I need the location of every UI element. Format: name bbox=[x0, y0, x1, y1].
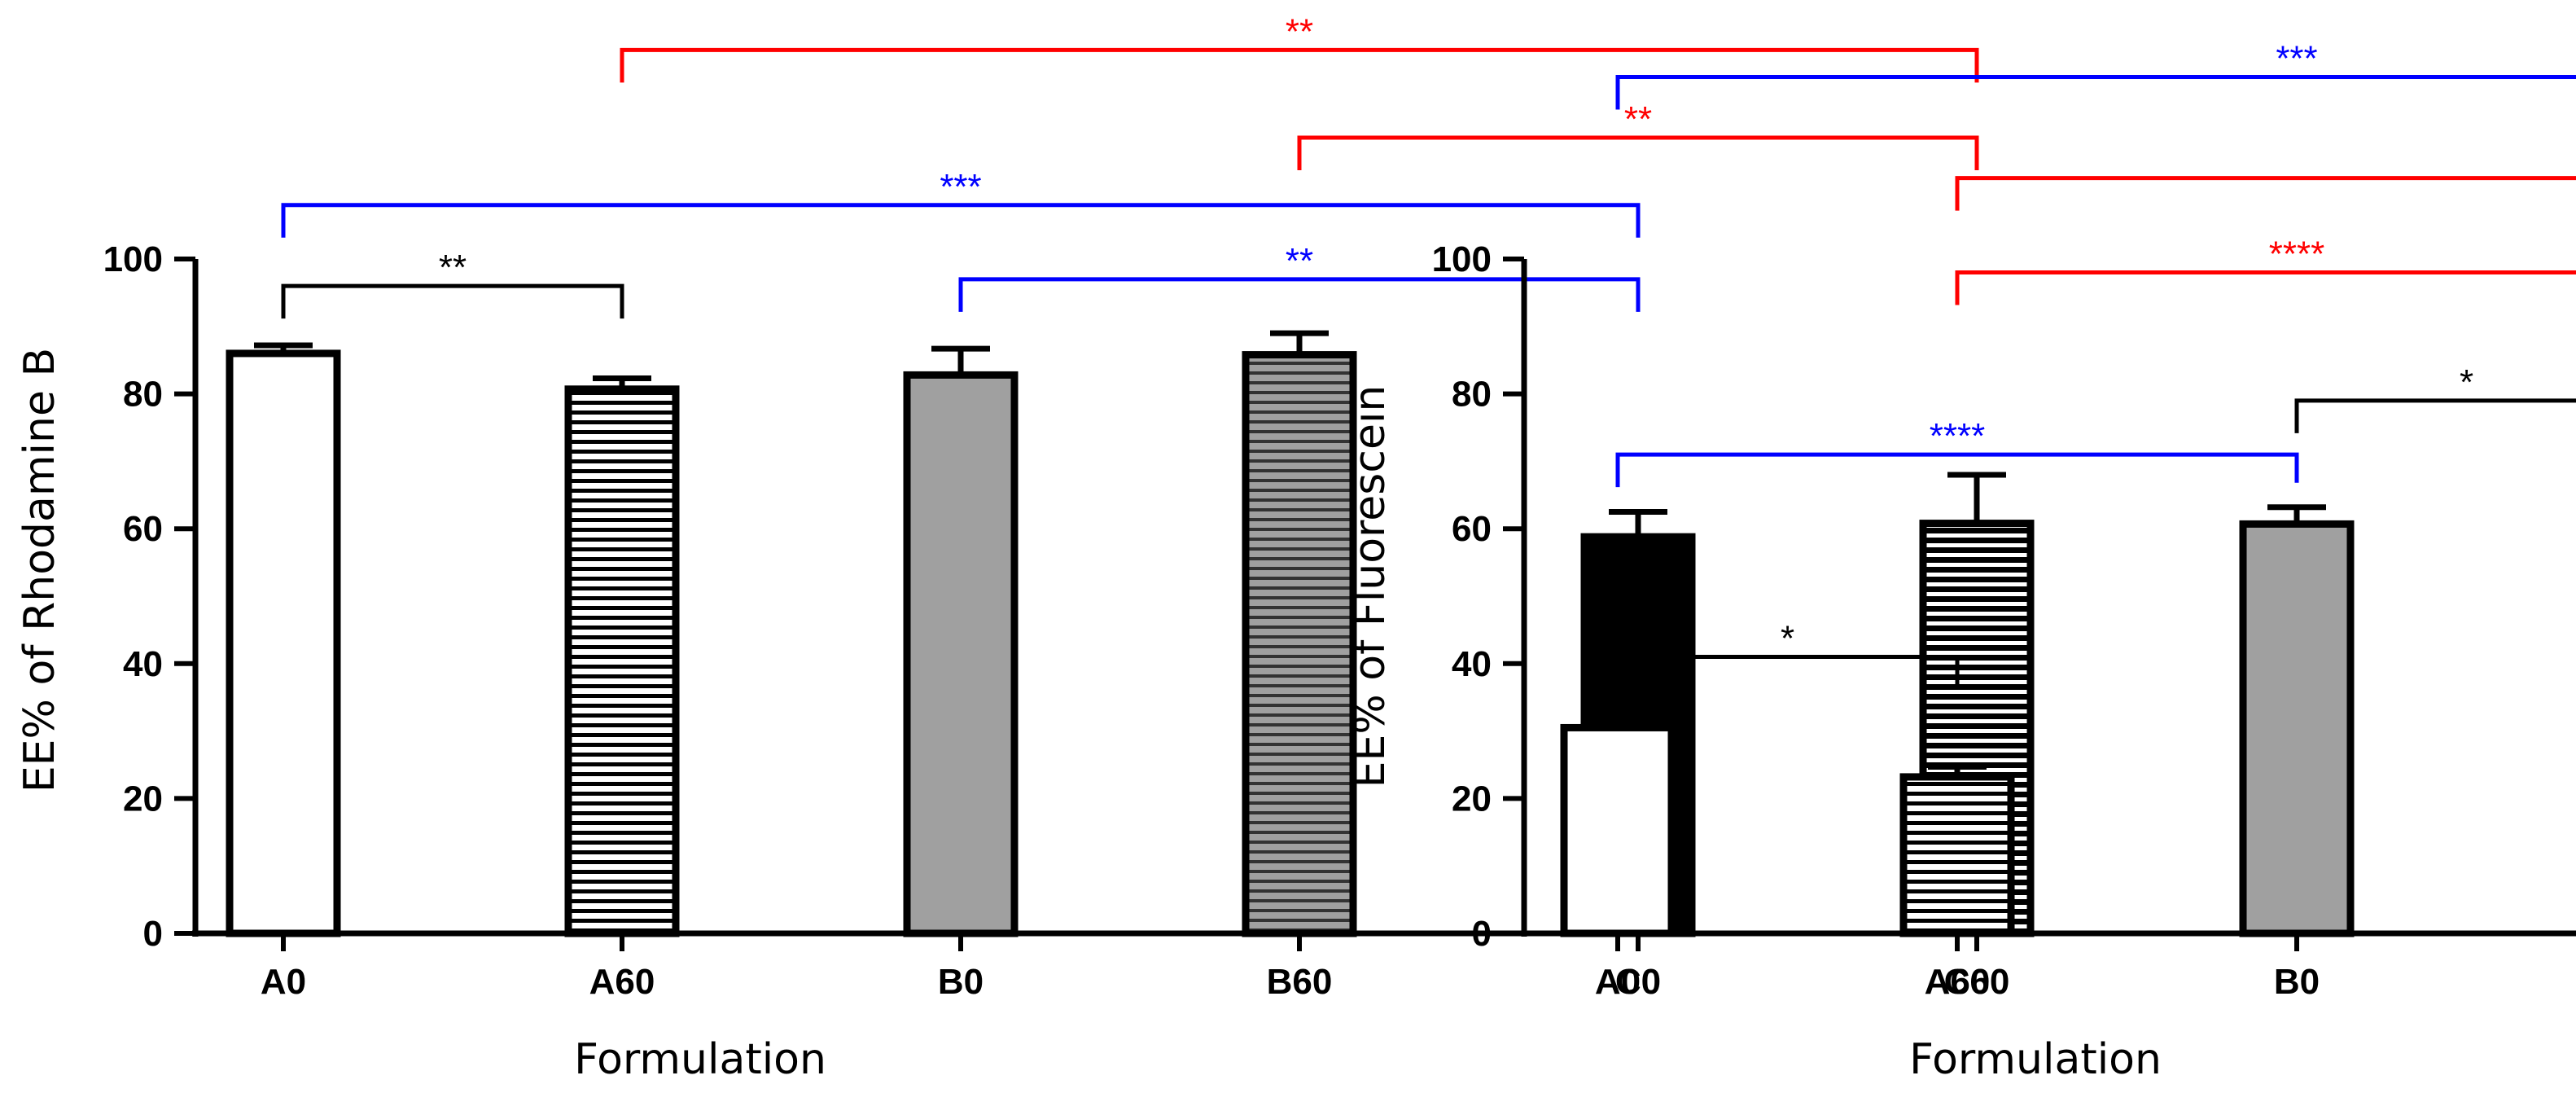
bar-b60 bbox=[1242, 351, 1357, 937]
significance-label: *** bbox=[940, 167, 981, 207]
x-axis-title: Formulation bbox=[1909, 1035, 2162, 1084]
significance-bracket bbox=[1297, 135, 1979, 170]
y-axis-title: EE% of Rhodamine B bbox=[15, 348, 64, 792]
y-tick-label: 60 bbox=[1452, 509, 1492, 549]
significance-bracket bbox=[620, 47, 1979, 83]
x-tick-label-a60: A60 bbox=[589, 962, 655, 1002]
x-tick-label-a0: A0 bbox=[261, 962, 306, 1002]
significance-label: ** bbox=[1286, 11, 1313, 51]
significance-label: * bbox=[1781, 619, 1794, 659]
y-tick-label: 60 bbox=[123, 509, 163, 549]
significance-label: **** bbox=[2269, 235, 2325, 274]
significance-bracket bbox=[1955, 270, 2576, 305]
x-tick-label-b60: B60 bbox=[1267, 962, 1333, 1002]
significance-bracket bbox=[1955, 176, 2576, 211]
rhodamine-chart: EE% of Rhodamine B Formulation 0 20 40 60 80… bbox=[15, 11, 2154, 1084]
significance-bracket bbox=[281, 203, 1641, 238]
x-tick-label-b0: B0 bbox=[2274, 962, 2320, 1002]
x-axis-title: Formulation bbox=[574, 1035, 826, 1084]
y-tick-label: 0 bbox=[143, 914, 163, 954]
bar-a60 bbox=[1899, 773, 2015, 937]
y-tick-label: 20 bbox=[1452, 779, 1492, 819]
y-tick-label: 100 bbox=[1432, 239, 1492, 279]
y-tick-label: 80 bbox=[123, 375, 163, 415]
significance-bracket bbox=[958, 277, 1641, 312]
significance-label: * bbox=[2460, 362, 2473, 402]
y-tick-label: 20 bbox=[123, 779, 163, 819]
bar-b0 bbox=[903, 371, 1019, 937]
bar-a0 bbox=[226, 349, 341, 937]
fluorescein-chart: EE% of Fluorescein Formulation 0 20 40 60 80… bbox=[1346, 38, 2576, 1084]
significance-bracket bbox=[1615, 655, 1960, 690]
x-tick-label-c0: C0 bbox=[1615, 962, 1661, 1002]
significance-label: ** bbox=[439, 248, 467, 288]
significance-bracket bbox=[281, 283, 624, 319]
x-tick-label-c60: C60 bbox=[1944, 962, 2010, 1002]
bar-a0 bbox=[1560, 723, 1676, 937]
x-tick-label-a0: A0 bbox=[1595, 962, 1641, 1002]
bar-a60 bbox=[564, 385, 680, 937]
bar-b0 bbox=[2239, 520, 2355, 937]
significance-label: *** bbox=[2276, 38, 2317, 78]
significance-bracket bbox=[1615, 74, 2576, 110]
significance-bracket bbox=[2294, 398, 2576, 433]
significance-bracket bbox=[1615, 452, 2299, 488]
y-tick-label: 100 bbox=[103, 239, 163, 279]
significance-label: ** bbox=[1286, 241, 1313, 281]
x-tick-label-a60: A60 bbox=[1925, 962, 1991, 1002]
significance-label: **** bbox=[1930, 416, 1986, 456]
x-tick-label-b0: B0 bbox=[938, 962, 984, 1002]
y-axis-title: EE% of Fluorescein bbox=[1346, 385, 1395, 788]
y-tick-label: 0 bbox=[1472, 914, 1492, 954]
y-tick-label: 40 bbox=[1452, 644, 1492, 684]
y-tick-label: 80 bbox=[1452, 375, 1492, 415]
y-tick-label: 40 bbox=[123, 644, 163, 684]
significance-label: ** bbox=[1624, 99, 1652, 139]
